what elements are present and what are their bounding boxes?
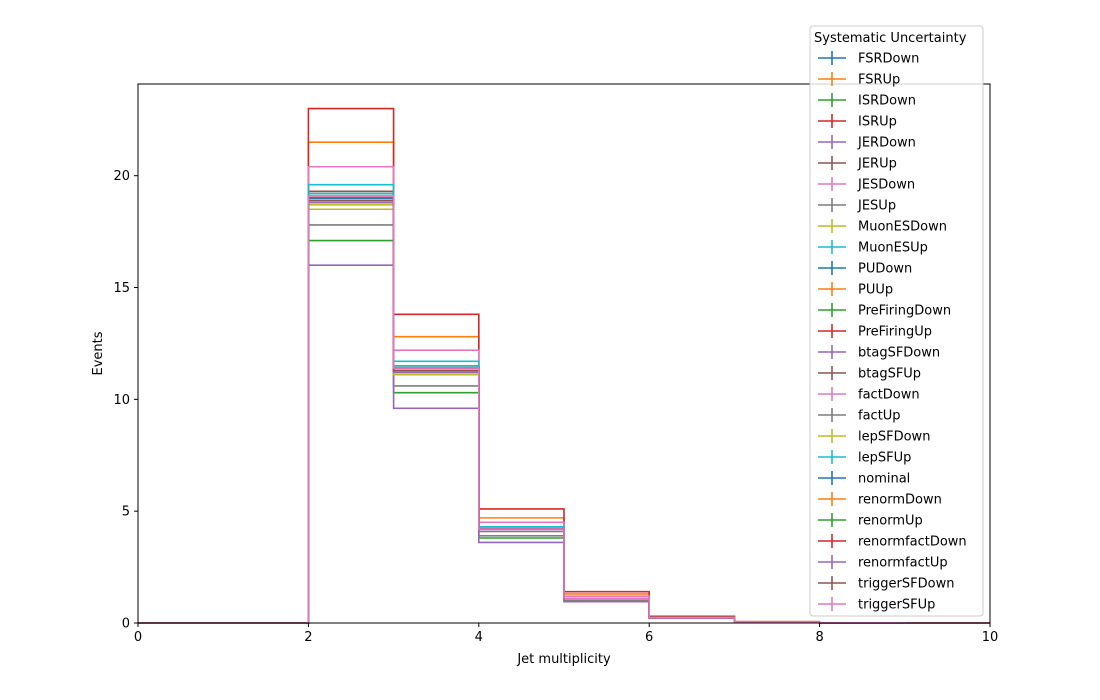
legend-entry: FSRUp bbox=[818, 72, 900, 88]
x-tick-label: 6 bbox=[645, 630, 653, 645]
legend-label: PreFiringUp bbox=[858, 325, 932, 340]
x-tick-label: 2 bbox=[304, 630, 312, 645]
legend-label: renormfactDown bbox=[858, 535, 967, 550]
legend-entry: ISRDown bbox=[818, 93, 916, 109]
legend-entry: PreFiringUp bbox=[818, 324, 932, 340]
legend-label: PUUp bbox=[858, 283, 893, 298]
x-tick-label: 10 bbox=[982, 630, 999, 645]
legend-label: renormUp bbox=[858, 514, 923, 529]
legend-entry: MuonESDown bbox=[818, 219, 947, 235]
legend-box bbox=[809, 25, 984, 617]
legend-entry: lepSFUp bbox=[818, 450, 911, 466]
legend-label: nominal bbox=[858, 472, 910, 487]
legend-entry: triggerSFUp bbox=[818, 597, 935, 613]
legend-entry: renormUp bbox=[818, 513, 923, 529]
legend-label: btagSFUp bbox=[858, 367, 921, 382]
legend-label: btagSFDown bbox=[858, 346, 940, 361]
legend-entry: PUUp bbox=[818, 282, 893, 298]
plot-frame bbox=[137, 83, 991, 624]
legend-entry: nominal bbox=[818, 471, 910, 487]
legend-label: triggerSFUp bbox=[858, 598, 935, 613]
legend-entry: PUDown bbox=[818, 261, 912, 277]
legend-entry: ISRUp bbox=[818, 114, 897, 130]
y-tick-label: 15 bbox=[113, 281, 130, 296]
legend-label: factUp bbox=[858, 409, 901, 424]
legend-entry: renormfactUp bbox=[818, 555, 948, 571]
legend-label: factDown bbox=[858, 388, 920, 403]
legend-entry: triggerSFDown bbox=[818, 576, 954, 592]
legend-entry: FSRDown bbox=[818, 51, 919, 67]
legend-label: renormfactUp bbox=[858, 556, 948, 571]
x-tick-label: 4 bbox=[475, 630, 483, 645]
legend: Systematic Uncertainty FSRDown FSRUp ISRDo… bbox=[809, 25, 984, 617]
legend-entry: renormfactDown bbox=[818, 534, 967, 550]
legend-label: PreFiringDown bbox=[858, 304, 951, 319]
axis-ticks: 0 2 4 6 8 10 0 5 10 15 20 bbox=[113, 169, 998, 645]
legend-label: ISRUp bbox=[858, 115, 897, 130]
legend-entry: btagSFDown bbox=[818, 345, 940, 361]
y-tick-label: 5 bbox=[122, 505, 130, 520]
x-axis-label: Jet multiplicity bbox=[516, 652, 611, 667]
legend-entries: FSRDown FSRUp ISRDown ISRUp JERDown JERUp JESD… bbox=[818, 51, 967, 613]
legend-entry: renormDown bbox=[818, 492, 942, 508]
legend-entry: MuonESUp bbox=[818, 240, 928, 256]
legend-label: MuonESDown bbox=[858, 220, 947, 235]
legend-label: FSRUp bbox=[858, 73, 900, 88]
legend-entry: factUp bbox=[818, 408, 901, 424]
legend-label: lepSFUp bbox=[858, 451, 911, 466]
legend-entry: JESUp bbox=[818, 198, 896, 214]
y-tick-label: 0 bbox=[122, 617, 130, 632]
legend-entry: JERDown bbox=[818, 135, 916, 151]
legend-label: JERUp bbox=[857, 157, 897, 172]
legend-title: Systematic Uncertainty bbox=[814, 31, 967, 46]
legend-label: MuonESUp bbox=[858, 241, 928, 256]
legend-label: JERDown bbox=[857, 136, 916, 151]
y-tick-label: 10 bbox=[113, 393, 130, 408]
legend-label: lepSFDown bbox=[858, 430, 930, 445]
legend-label: renormDown bbox=[858, 493, 942, 508]
y-tick-label: 20 bbox=[113, 169, 130, 184]
legend-entry: JESDown bbox=[818, 177, 915, 193]
legend-entry: factDown bbox=[818, 387, 920, 403]
legend-label: FSRDown bbox=[858, 52, 919, 67]
legend-entry: PreFiringDown bbox=[818, 303, 951, 319]
y-axis-label: Events bbox=[91, 331, 106, 375]
legend-label: JESUp bbox=[857, 199, 896, 214]
legend-label: PUDown bbox=[858, 262, 912, 277]
legend-entry: lepSFDown bbox=[818, 429, 930, 445]
legend-label: ISRDown bbox=[858, 94, 916, 109]
x-tick-label: 0 bbox=[134, 630, 142, 645]
legend-label: triggerSFDown bbox=[858, 577, 954, 592]
legend-entry: JERUp bbox=[818, 156, 897, 172]
legend-label: JESDown bbox=[857, 178, 915, 193]
x-tick-label: 8 bbox=[815, 630, 823, 645]
legend-entry: btagSFUp bbox=[818, 366, 921, 382]
